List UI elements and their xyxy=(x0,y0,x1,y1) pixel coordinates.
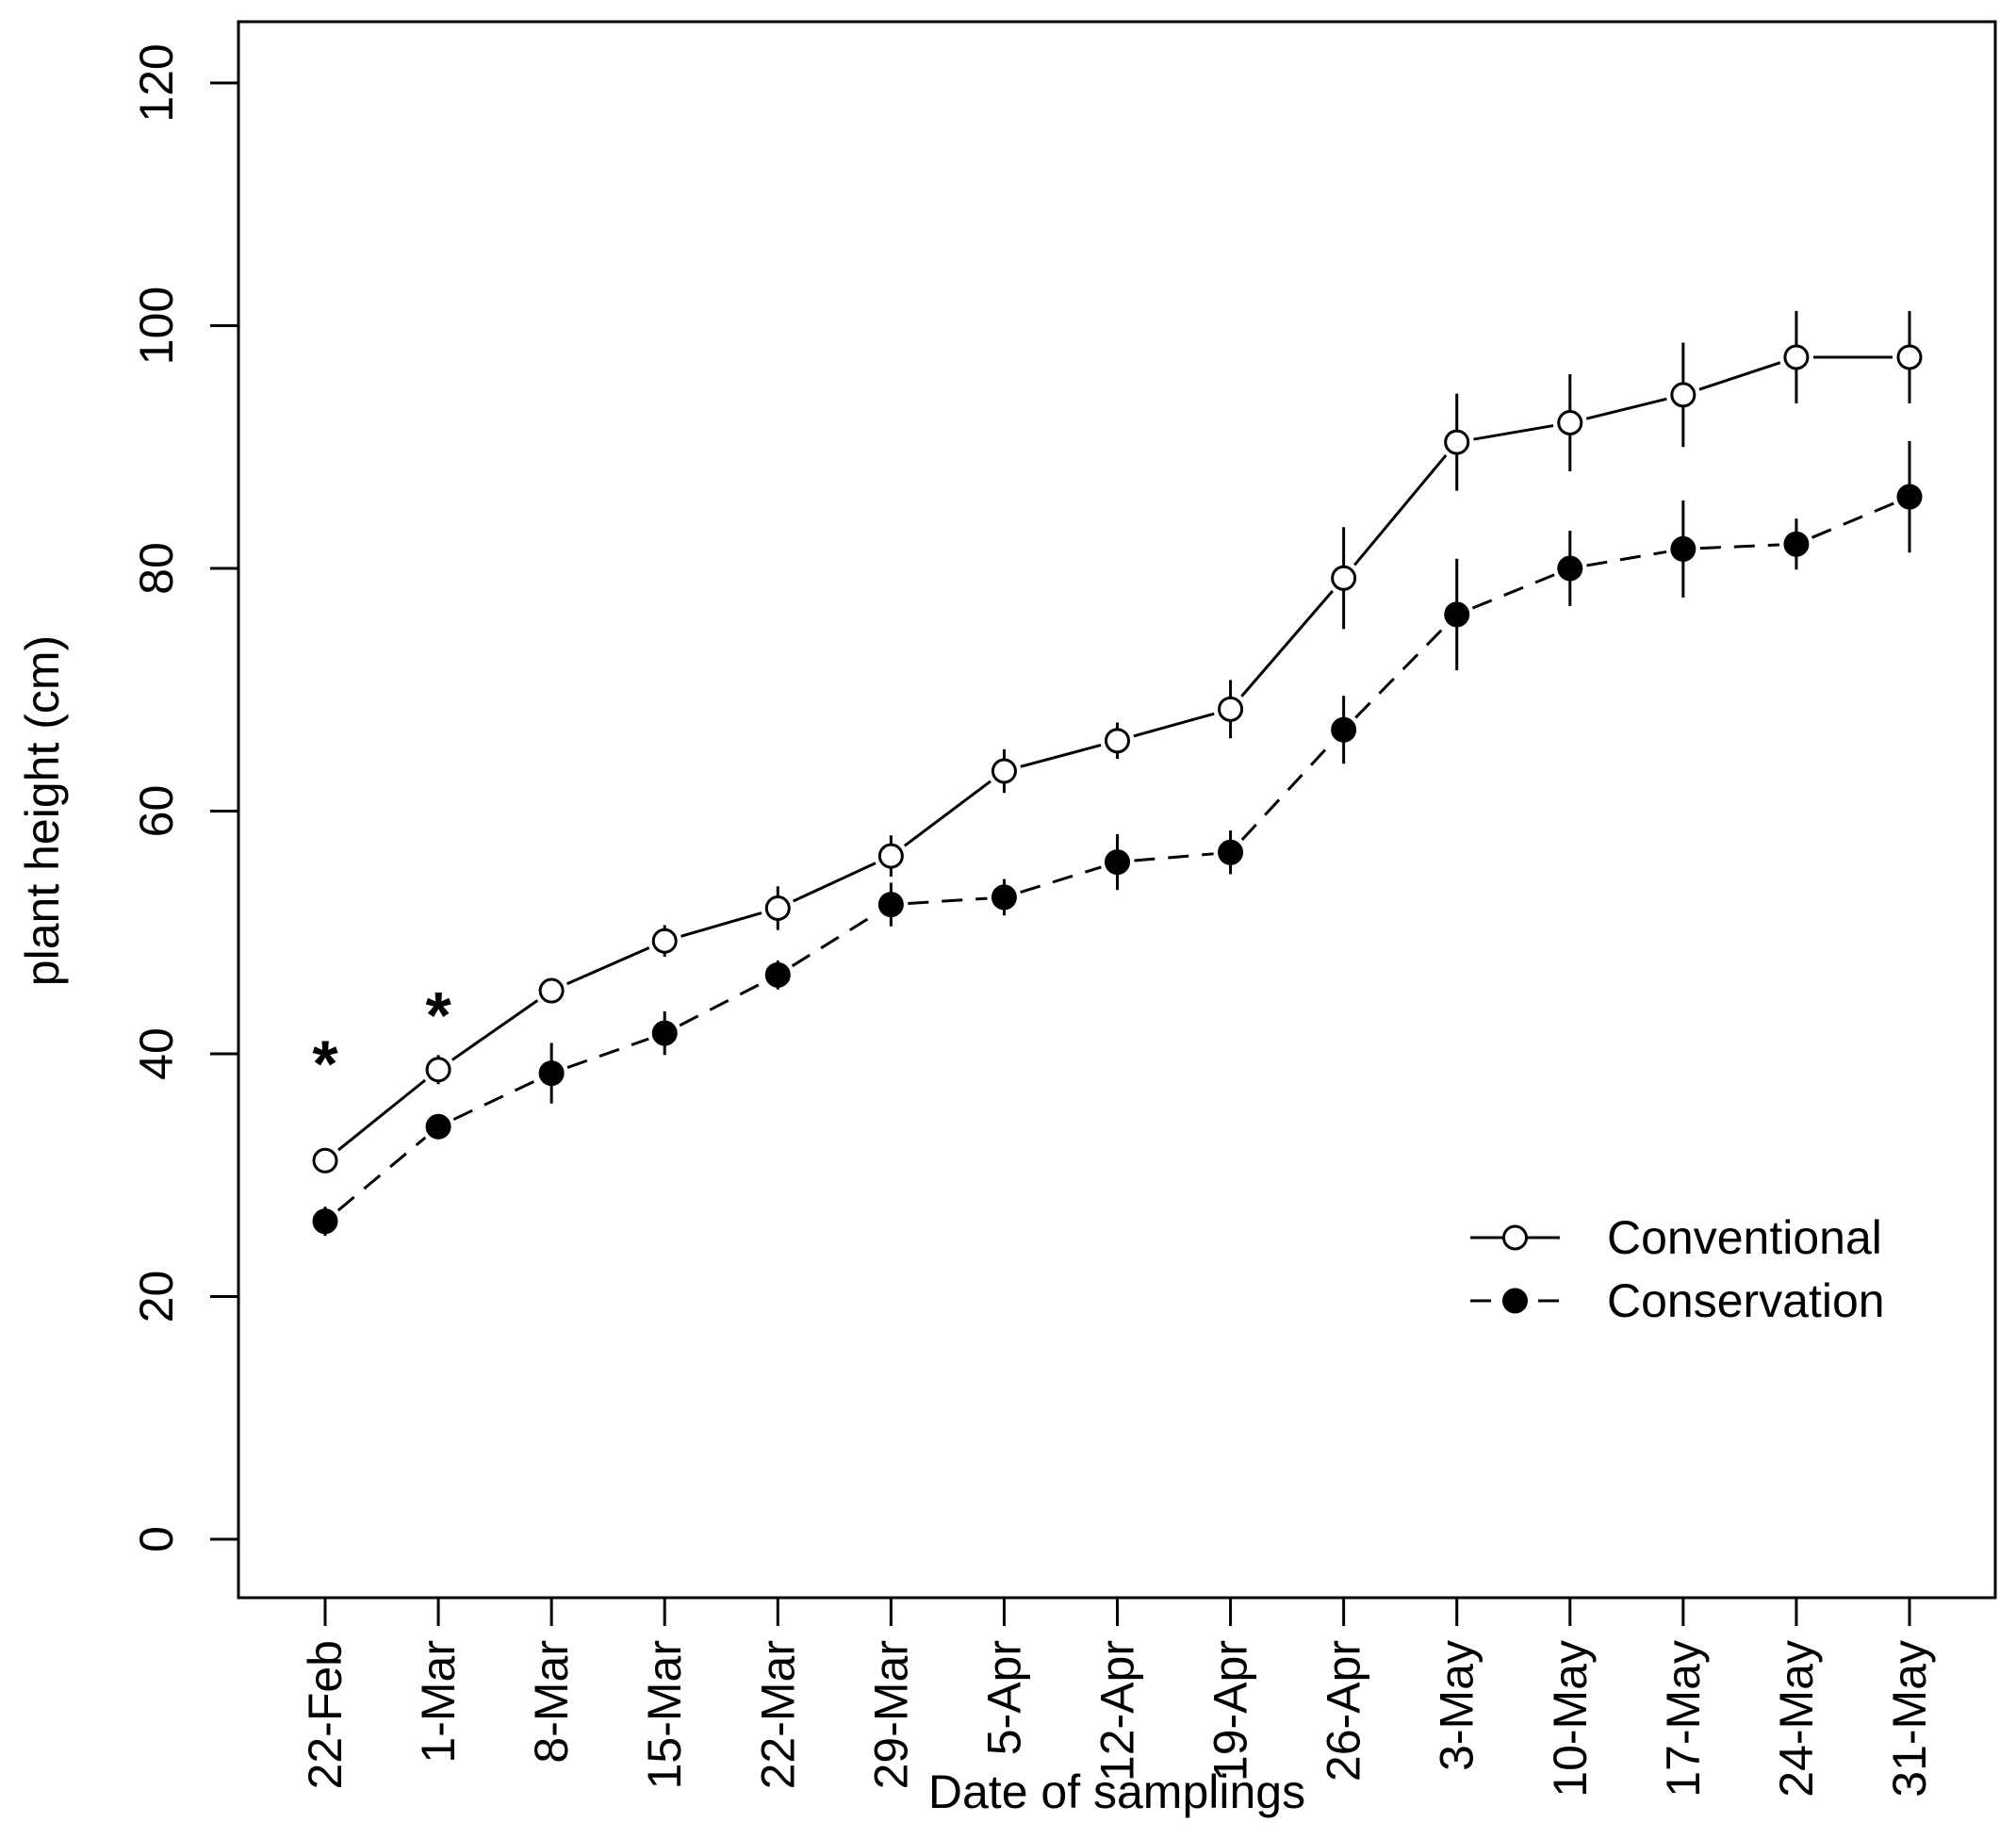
data-point xyxy=(1783,531,1810,557)
data-point xyxy=(877,843,904,869)
legend-label: Conservation xyxy=(1607,1274,1885,1327)
significance-star: * xyxy=(312,1026,338,1100)
series-line-segment xyxy=(1133,712,1215,738)
x-tick-label: 12-Apr xyxy=(1091,1640,1144,1782)
data-point xyxy=(1331,716,1357,743)
series-line-segment xyxy=(1020,744,1102,768)
x-tick-label: 5-Apr xyxy=(977,1640,1030,1755)
x-tick-label: 26-Apr xyxy=(1318,1640,1370,1782)
data-point xyxy=(312,1147,338,1174)
series-line-segment xyxy=(1585,397,1667,420)
legend: Conventional Conservation xyxy=(1470,1211,1885,1327)
data-point xyxy=(1783,344,1810,370)
data-point xyxy=(764,961,791,988)
data-point xyxy=(651,1020,678,1046)
data-point xyxy=(764,895,791,921)
series-line-segment xyxy=(1240,741,1334,842)
y-tick-label: 60 xyxy=(130,785,183,838)
data-point xyxy=(1444,429,1470,455)
data-point xyxy=(1331,565,1357,591)
data-point xyxy=(1105,728,1130,754)
series-line-segment xyxy=(791,911,877,968)
series-line-segment xyxy=(1699,543,1780,550)
data-point xyxy=(651,928,678,954)
series-line-segment xyxy=(793,862,877,903)
series-line-segment xyxy=(452,1078,537,1121)
legend-item-conservation: Conservation xyxy=(1470,1274,1885,1327)
significance-star: * xyxy=(425,978,451,1052)
series-line-segment xyxy=(1020,865,1102,895)
series-conservation xyxy=(312,440,1923,1237)
x-tick-label: 15-Mar xyxy=(638,1640,691,1789)
data-point xyxy=(538,977,565,1004)
y-tick-label: 100 xyxy=(130,287,183,365)
series-line-segment xyxy=(566,946,650,986)
series-line-segment xyxy=(1586,550,1667,567)
x-tick-label: 10-May xyxy=(1544,1640,1597,1798)
series-line-segment xyxy=(1353,453,1448,566)
data-point xyxy=(991,758,1017,784)
data-point xyxy=(425,1113,451,1140)
series-line-segment xyxy=(908,896,988,905)
series-layer xyxy=(312,311,1923,1237)
y-tick-label: 0 xyxy=(130,1526,183,1552)
series-line-segment xyxy=(1134,852,1214,862)
series-line-segment xyxy=(1354,625,1447,719)
x-axis: 22-Feb 1-Mar 8-Mar 15-Mar 22-Mar 29-Mar 5-Apr 1… xyxy=(299,1596,1936,1798)
x-tick-label: 29-Mar xyxy=(864,1640,917,1789)
data-point xyxy=(1557,555,1583,582)
data-point xyxy=(877,892,904,918)
y-tick-label: 20 xyxy=(130,1271,183,1323)
series-conventional xyxy=(312,311,1923,1174)
series-line-segment xyxy=(451,999,539,1061)
series-line-segment xyxy=(1240,589,1335,698)
series-line-segment xyxy=(1698,361,1781,391)
legend-item-conventional: Conventional xyxy=(1470,1211,1882,1264)
x-axis-title: Date of samplings xyxy=(928,1765,1305,1818)
x-tick-label: 8-Mar xyxy=(525,1640,578,1764)
data-point xyxy=(1218,839,1244,865)
y-tick-label: 80 xyxy=(130,542,183,595)
series-line-segment xyxy=(1473,424,1554,441)
plot-frame xyxy=(237,20,1997,1600)
data-point xyxy=(538,1060,565,1087)
data-point xyxy=(1670,535,1696,562)
data-point xyxy=(991,884,1017,911)
data-point xyxy=(1670,382,1696,408)
series-line-segment xyxy=(680,911,762,938)
x-tick-label: 1-Mar xyxy=(412,1640,465,1764)
annotation-layer: ** xyxy=(312,978,451,1101)
data-point xyxy=(1105,849,1130,876)
x-tick-label: 31-May xyxy=(1883,1640,1936,1798)
data-point xyxy=(425,1057,451,1083)
series-line-segment xyxy=(1811,501,1894,539)
series-line-segment xyxy=(337,1078,426,1152)
y-tick-label: 40 xyxy=(130,1027,183,1080)
data-point xyxy=(1557,410,1583,435)
legend-marker xyxy=(1502,1288,1528,1314)
series-line-segment xyxy=(679,981,763,1027)
x-tick-label: 24-May xyxy=(1770,1640,1823,1798)
y-axis: 0 20 40 60 80 100 120 xyxy=(130,43,240,1552)
data-point xyxy=(1218,696,1244,722)
y-axis-title: plant height (cm) xyxy=(16,635,69,986)
y-tick-label: 120 xyxy=(130,43,183,122)
legend-label: Conventional xyxy=(1607,1211,1882,1264)
legend-marker xyxy=(1502,1224,1528,1251)
data-point xyxy=(1896,344,1923,370)
series-line-segment xyxy=(566,1037,649,1070)
series-line-segment xyxy=(903,780,992,847)
x-tick-label: 22-Mar xyxy=(751,1640,804,1789)
data-point xyxy=(1444,601,1470,628)
x-tick-label: 17-May xyxy=(1657,1640,1710,1798)
data-point xyxy=(1896,484,1923,510)
x-tick-label: 3-May xyxy=(1431,1640,1483,1771)
x-tick-label: 19-Apr xyxy=(1205,1640,1257,1782)
series-line-segment xyxy=(336,1136,427,1212)
data-point xyxy=(312,1208,338,1235)
x-tick-label: 22-Feb xyxy=(299,1640,352,1789)
series-line-segment xyxy=(1471,573,1555,610)
